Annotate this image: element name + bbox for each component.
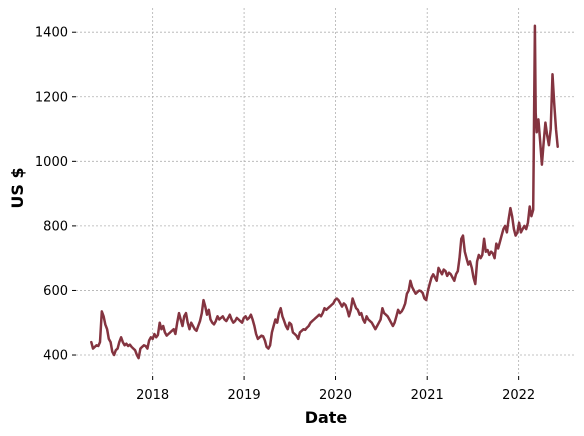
x-tick-label: 2021: [411, 388, 444, 403]
x-tick-label: 2020: [319, 388, 352, 403]
axis-ticks: 400 600 800 1000 1200 1400 2018 2019 2020 2021 202…: [35, 26, 535, 403]
x-tick-label: 2022: [502, 388, 535, 403]
series-line: [90, 24, 559, 360]
x-axis-title: Date: [305, 408, 348, 427]
y-tick-label: 1200: [35, 90, 68, 105]
y-tick-label: 800: [43, 219, 68, 234]
x-tick-label: 2019: [228, 388, 261, 403]
y-tick-label: 600: [43, 284, 68, 299]
series-layer: [90, 24, 559, 360]
x-tick-label: 2018: [136, 388, 169, 403]
y-tick-label: 1000: [35, 155, 68, 170]
y-tick-label: 400: [43, 349, 68, 364]
y-tick-label: 1400: [35, 26, 68, 41]
y-axis-title: US $: [8, 167, 27, 208]
grid-lines: [76, 8, 574, 376]
